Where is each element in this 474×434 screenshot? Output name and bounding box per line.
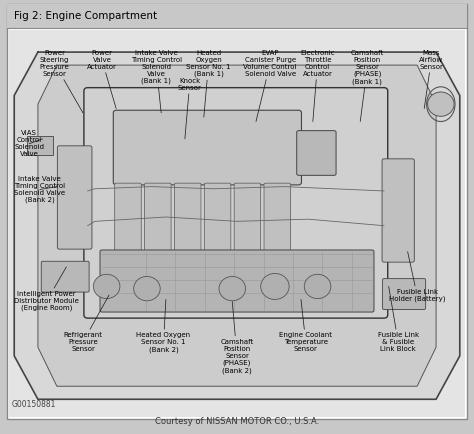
FancyBboxPatch shape <box>41 261 89 292</box>
FancyBboxPatch shape <box>382 159 414 262</box>
Text: Fig 2: Engine Compartment: Fig 2: Engine Compartment <box>14 11 157 22</box>
Text: Heated
Oxygen
Sensor No. 1
(Bank 1): Heated Oxygen Sensor No. 1 (Bank 1) <box>186 50 231 117</box>
Text: Camshaft
Position
Sensor
(PHASE)
(Bank 1): Camshaft Position Sensor (PHASE) (Bank 1… <box>351 50 384 122</box>
Text: Knock
Sensor: Knock Sensor <box>178 78 201 139</box>
FancyBboxPatch shape <box>9 30 465 417</box>
Text: Heated Oxygen
Sensor No. 1
(Bank 2): Heated Oxygen Sensor No. 1 (Bank 2) <box>137 299 191 352</box>
FancyBboxPatch shape <box>100 250 374 312</box>
Polygon shape <box>38 65 436 386</box>
Text: Electronic
Throttle
Control
Actuator: Electronic Throttle Control Actuator <box>300 50 335 122</box>
Text: Refrigerant
Pressure
Sensor: Refrigerant Pressure Sensor <box>64 295 109 352</box>
Circle shape <box>428 92 454 116</box>
Text: Camshaft
Position
Sensor
(PHASE)
(Bank 2): Camshaft Position Sensor (PHASE) (Bank 2… <box>220 302 254 374</box>
Text: Engine Coolant
Temperature
Sensor: Engine Coolant Temperature Sensor <box>279 299 332 352</box>
Text: Intake Valve
Timing Control
Solenoid Valve
(Bank 2): Intake Valve Timing Control Solenoid Val… <box>14 176 65 203</box>
Circle shape <box>93 274 120 299</box>
FancyBboxPatch shape <box>7 4 467 419</box>
Text: Courtesy of NISSAN MOTOR CO., U.S.A.: Courtesy of NISSAN MOTOR CO., U.S.A. <box>155 417 319 426</box>
Text: Intelligent Power
Distributor Module
(Engine Room): Intelligent Power Distributor Module (En… <box>14 267 79 311</box>
Text: Power
Steering
Pressure
Sensor: Power Steering Pressure Sensor <box>40 50 83 113</box>
Circle shape <box>261 273 289 299</box>
FancyBboxPatch shape <box>7 4 467 28</box>
Text: Power
Valve
Actuator: Power Valve Actuator <box>87 50 117 108</box>
Circle shape <box>304 274 331 299</box>
FancyBboxPatch shape <box>174 183 201 253</box>
FancyBboxPatch shape <box>297 131 336 175</box>
FancyBboxPatch shape <box>145 183 171 253</box>
FancyBboxPatch shape <box>27 136 53 155</box>
Text: VIAS
Control
Solenoid
Valve: VIAS Control Solenoid Valve <box>14 130 44 157</box>
Text: Fusible Link
& Fusible
Link Block: Fusible Link & Fusible Link Block <box>378 286 419 352</box>
Text: Fusible Link
Holder (Battery): Fusible Link Holder (Battery) <box>389 252 446 302</box>
FancyBboxPatch shape <box>234 183 261 253</box>
FancyBboxPatch shape <box>113 110 301 185</box>
FancyBboxPatch shape <box>57 146 92 249</box>
FancyBboxPatch shape <box>264 183 291 253</box>
FancyBboxPatch shape <box>383 279 426 309</box>
FancyBboxPatch shape <box>115 183 141 253</box>
Text: G00150881: G00150881 <box>12 400 56 409</box>
Circle shape <box>219 276 246 301</box>
Text: EVAP
Canister Purge
Volume Control
Solenoid Valve: EVAP Canister Purge Volume Control Solen… <box>244 50 297 122</box>
FancyBboxPatch shape <box>204 183 231 253</box>
Text: Intake Valve
Timing Control
Solenoid
Valve
(Bank 1): Intake Valve Timing Control Solenoid Val… <box>131 50 182 113</box>
FancyBboxPatch shape <box>84 88 388 318</box>
Polygon shape <box>14 52 460 399</box>
Circle shape <box>134 276 160 301</box>
Text: Mass
Airflow
Sensor: Mass Airflow Sensor <box>419 50 443 108</box>
